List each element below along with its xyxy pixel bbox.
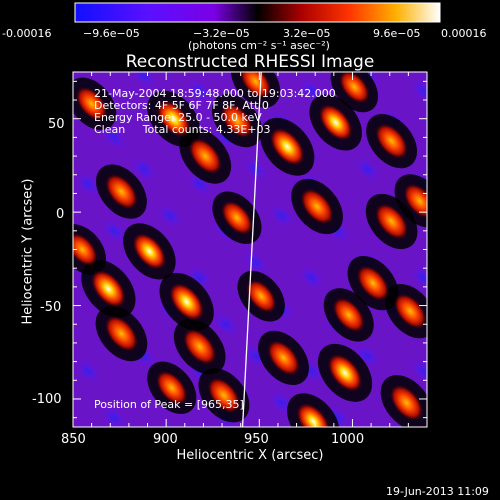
negative-lobe: [129, 156, 158, 182]
negative-lobe: [241, 249, 270, 276]
negative-lobe: [409, 358, 427, 384]
emission-blob: [169, 283, 204, 321]
y-tick-label: 0: [56, 207, 65, 222]
negative-lobe: [353, 156, 382, 182]
x-axis-title: Heliocentric X (arcsec): [176, 448, 324, 463]
colorbar-border: [74, 2, 441, 23]
negative-lobe: [431, 213, 468, 249]
negative-lobe: [267, 203, 296, 229]
emission-blob: [104, 315, 138, 352]
emission-blob: [221, 200, 253, 235]
y-tick-label: -100: [32, 392, 62, 407]
x-tick-label: 1000: [331, 432, 365, 447]
emission-blob: [246, 279, 277, 313]
emission-blob: [73, 233, 98, 266]
annotation-detectors: Detectors: 4F 5F 6F 7F 8F, Att 0: [94, 99, 269, 112]
negative-lobe: [100, 404, 128, 427]
emission-blob: [375, 203, 409, 240]
negative-lobe: [100, 217, 128, 244]
colorbar: [74, 2, 441, 23]
y-tick-label: -50: [40, 300, 62, 315]
timestamp: 19-Jun-2013 11:09: [386, 485, 489, 498]
emission-blob: [91, 269, 126, 308]
emission-blob: [356, 265, 390, 301]
emission-blob: [300, 188, 334, 225]
x-tick-label: 850: [61, 432, 86, 447]
emission-blob: [239, 72, 272, 99]
emission-blob: [75, 86, 108, 121]
chart-title: Reconstructed RHESSI Image: [125, 52, 375, 72]
negative-lobe: [431, 306, 468, 342]
limb-line: [241, 72, 262, 427]
negative-lobe: [431, 119, 468, 155]
x-tick-label: 900: [153, 432, 178, 447]
negative-lobe: [409, 77, 427, 104]
colorbar-tick-label: −9.6e−05: [83, 27, 140, 40]
y-tick-label: 50: [48, 117, 65, 132]
emission-blob: [183, 328, 217, 365]
emission-blob: [390, 384, 423, 421]
colorbar-gradient: [75, 3, 440, 22]
emission-blob: [375, 123, 408, 159]
negative-lobe: [409, 264, 427, 291]
x-tick-label: 950: [244, 432, 269, 447]
emission-blob: [132, 233, 167, 270]
emission-blob: [394, 293, 427, 329]
negative-lobe: [185, 77, 214, 104]
emission-blob: [267, 340, 300, 376]
y-axis-title: Heliocentric Y (arcsec): [20, 178, 36, 325]
negative-lobe: [74, 358, 102, 384]
negative-lobe: [100, 124, 128, 151]
emission-blob: [221, 103, 253, 138]
negative-lobe: [431, 400, 468, 436]
annotation-time-range: 21-May-2004 18:59:48.000 to 19:03:42.000: [94, 87, 336, 100]
negative-lobe: [129, 72, 158, 89]
negative-lobe: [74, 171, 102, 197]
colorbar-tick-label: -0.00016: [2, 27, 52, 40]
negative-lobe: [211, 311, 240, 338]
emission-blob: [327, 354, 363, 392]
emission-blob: [339, 72, 370, 104]
emission-blob: [318, 104, 353, 141]
annotation-clean-counts: Clean Total counts: 4.33E+03: [94, 123, 271, 136]
colorbar-units: (photons cm⁻² s⁻¹ asec⁻²): [188, 39, 330, 52]
peak-position-label: Position of Peak = [965,35]: [94, 398, 244, 411]
emission-blob: [105, 173, 138, 210]
emission-blob: [188, 138, 222, 174]
annotation-energy-range: Energy Range: 25.0 - 50.0 keV: [94, 111, 262, 124]
emission-blob: [156, 370, 188, 405]
colorbar-tick-label: 3.2e−05: [283, 27, 331, 40]
negative-lobe: [297, 264, 326, 291]
colorbar-tick-label: −3.2e−05: [193, 27, 250, 40]
colorbar-tick-label: 0.00016: [441, 27, 487, 40]
emission-blob: [296, 403, 331, 427]
emission-blob: [269, 127, 305, 166]
emission-blob: [207, 377, 241, 413]
negative-lobe: [156, 203, 184, 229]
emission-blob: [332, 297, 365, 333]
colorbar-tick-label: 9.6e−05: [373, 27, 421, 40]
emission-blob: [403, 183, 427, 219]
emission-blob: [156, 100, 191, 137]
